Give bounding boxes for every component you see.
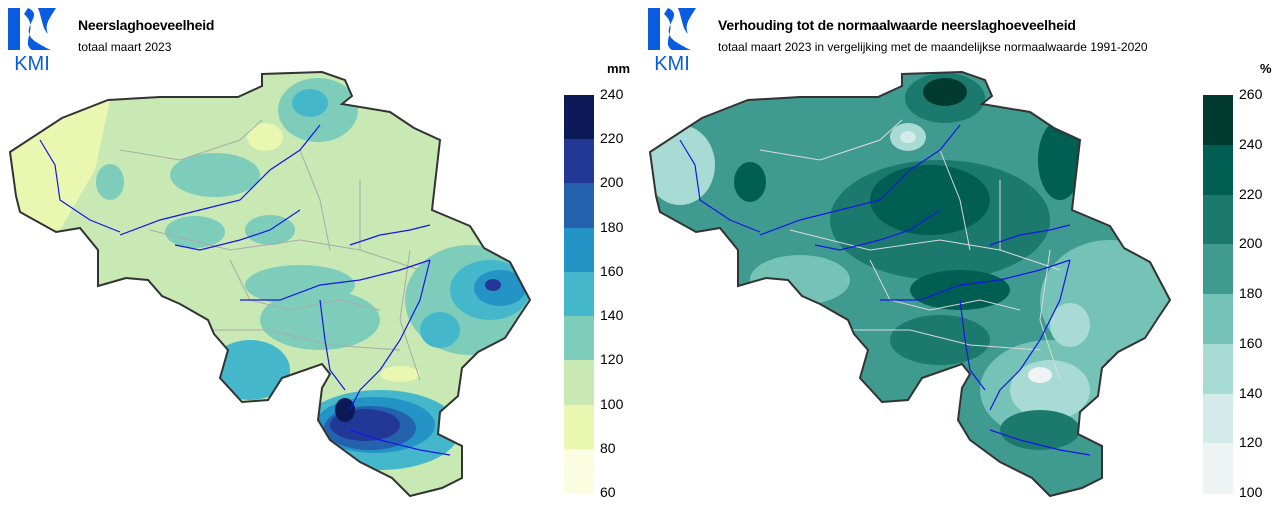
- legend-bin: [564, 448, 594, 494]
- legend-tick-label: 160: [1239, 334, 1263, 351]
- map-title: Verhouding tot de normaalwaarde neerslag…: [718, 17, 1076, 33]
- legend-bin: [564, 404, 594, 450]
- map-title: Neerslaghoeveelheid: [78, 17, 215, 33]
- legend-bin: [564, 360, 594, 406]
- legend-tick-label: 180: [1239, 285, 1263, 301]
- legend-bin: [564, 271, 594, 317]
- kmi-logo: KMI: [8, 8, 56, 72]
- legend-bin: [1203, 95, 1233, 146]
- legend-bin: [1203, 144, 1233, 195]
- precipitation-legend: 240 220 200 180 160 140 120 100 80 60: [564, 86, 623, 500]
- legend-tick-label: 100: [600, 395, 624, 412]
- precipitation-map-panel: KMI Neerslaghoeveelheid totaal maart 202…: [8, 8, 631, 500]
- legend-tick-label: 220: [600, 130, 624, 147]
- legend-unit: mm: [607, 61, 631, 76]
- legend-unit: %: [1260, 61, 1272, 76]
- legend-bin: [1203, 443, 1233, 494]
- legend-bin: [564, 183, 594, 229]
- legend-bin: [1203, 393, 1233, 444]
- belgium-precipitation-map: [8, 70, 532, 498]
- legend-bin: [1203, 194, 1233, 245]
- legend-bin: [1203, 294, 1233, 345]
- legend-tick-label: 100: [1239, 484, 1263, 500]
- map-subtitle: totaal maart 2023: [78, 40, 172, 54]
- belgium-ratio-map: [648, 70, 1172, 498]
- legend-tick-label: 60: [600, 484, 616, 500]
- legend-bin: [564, 139, 594, 184]
- kmi-logo-text: KMI: [14, 53, 50, 72]
- legend-bin: [564, 227, 594, 273]
- legend-tick-label: 180: [600, 218, 624, 235]
- legend-tick-label: 220: [1239, 185, 1263, 202]
- legend-tick-label: 140: [1239, 384, 1263, 401]
- kmi-logo: KMI: [648, 8, 696, 72]
- legend-tick-label: 80: [600, 439, 616, 456]
- legend-tick-label: 120: [1239, 434, 1263, 451]
- map-subtitle: totaal maart 2023 in vergelijking met de…: [718, 40, 1148, 54]
- legend-tick-label: 260: [1239, 86, 1263, 102]
- legend-tick-label: 160: [600, 262, 624, 279]
- legend-tick-label: 120: [600, 351, 624, 368]
- legend-bin: [1203, 343, 1233, 394]
- ratio-legend: 260 240 220 200 180 160 140 120 100: [1203, 86, 1262, 500]
- legend-tick-label: 140: [600, 307, 624, 324]
- legend-tick-label: 200: [1239, 235, 1263, 252]
- legend-bin: [564, 95, 594, 140]
- legend-bin: [1203, 244, 1233, 295]
- legend-bin: [564, 316, 594, 361]
- ratio-map-panel: KMI Verhouding tot de normaalwaarde neer…: [640, 0, 1280, 507]
- kmi-logo-text: KMI: [654, 53, 690, 72]
- legend-tick-label: 240: [600, 86, 624, 102]
- legend-tick-label: 240: [1239, 135, 1263, 152]
- legend-tick-label: 200: [600, 174, 624, 191]
